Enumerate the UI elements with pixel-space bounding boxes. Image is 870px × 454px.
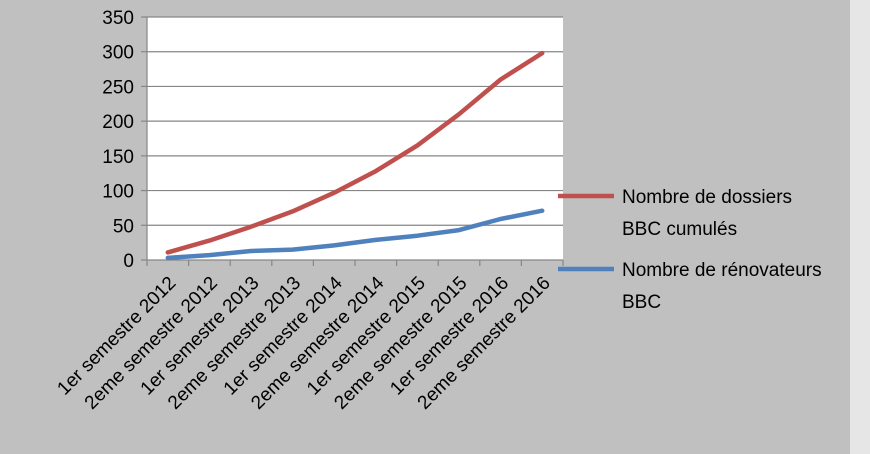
y-axis-tick-labels: 0 50 100 150 200 250 300 350 xyxy=(102,8,134,272)
series-lines xyxy=(165,50,545,261)
y-tick-label: 350 xyxy=(102,8,134,29)
y-tick-label: 200 xyxy=(102,112,134,133)
chart-container: 0 50 100 150 200 250 300 350 1er semestre 2012 2… xyxy=(53,8,822,414)
plot-area xyxy=(147,17,563,260)
legend: Nombre de dossiers BBC cumulés Nombre de r… xyxy=(558,187,822,313)
legend-label: BBC cumulés xyxy=(622,219,737,240)
y-tick-label: 50 xyxy=(113,216,134,237)
axes xyxy=(141,16,564,266)
y-tick-label: 0 xyxy=(123,251,134,272)
series-line-0 xyxy=(165,50,545,255)
y-tick-label: 300 xyxy=(102,43,134,64)
line-chart: 0 50 100 150 200 250 300 350 1er semestre 20122… xyxy=(53,8,822,414)
y-tick-label: 150 xyxy=(102,147,134,168)
legend-label: BBC xyxy=(622,292,661,313)
y-tick-label: 250 xyxy=(102,77,134,98)
legend-label: Nombre de rénovateurs xyxy=(622,260,822,281)
gridlines xyxy=(147,16,563,226)
side-panel xyxy=(850,0,870,454)
y-tick-label: 100 xyxy=(102,182,134,203)
series-line-1 xyxy=(165,208,545,261)
legend-label: Nombre de dossiers xyxy=(622,187,792,208)
